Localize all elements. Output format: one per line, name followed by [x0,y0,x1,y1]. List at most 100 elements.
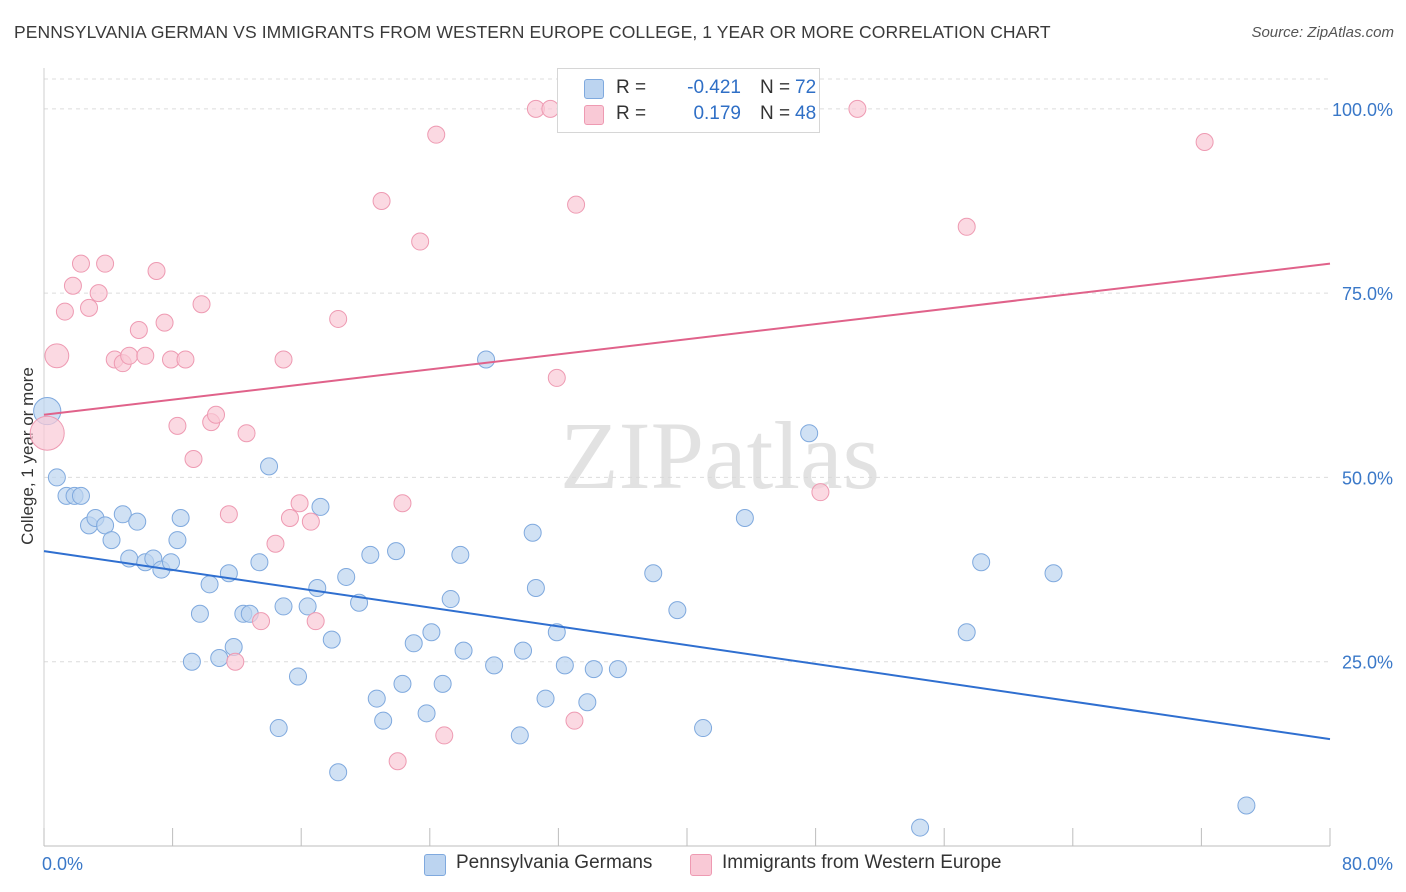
data-point-pink [565,711,584,730]
data-point-blue [288,667,307,686]
data-point-pink [957,217,976,236]
data-point-pink [290,494,309,513]
data-point-pink [71,254,90,273]
legend-r-label: R = [616,77,647,98]
y-tick-label: 25.0% [1342,653,1393,673]
trend-line-pink [43,262,1331,416]
data-point-pink [306,612,325,631]
data-point-blue [71,486,90,505]
data-point-blue [128,512,147,531]
tick-labels: 25.0% 50.0% 75.0% 100.0% 0.0% 80.0% [42,100,1393,874]
data-point-pink [207,405,226,424]
data-point-blue [308,579,327,597]
data-point-blue [477,350,496,369]
data-point-pink [147,262,166,281]
data-point-blue [322,630,341,649]
data-point-blue [514,641,533,660]
data-point-blue [523,523,542,542]
watermark: ZIPatlas [560,402,880,509]
legend-r-label: R = [616,103,647,124]
data-point-blue [171,508,190,527]
data-point-blue [182,652,201,671]
data-point-blue [422,623,441,642]
data-point-blue [485,656,504,675]
data-point-blue [337,567,356,586]
data-point-blue [168,531,187,550]
data-point-pink [388,752,407,771]
data-point-pink [96,254,115,273]
data-point-blue [190,604,209,623]
trend-line-blue [43,550,1331,741]
data-point-blue [547,623,566,642]
data-point-blue [47,468,66,487]
legend-swatch-pink [584,105,604,125]
x-tick-label: 80.0% [1342,854,1393,874]
data-point-blue [578,693,597,712]
data-point-pink [329,309,348,328]
data-point-pink [393,494,412,513]
data-point-blue [441,590,460,609]
data-point-pink [1195,133,1214,152]
y-tick-label: 50.0% [1342,468,1393,488]
data-point-pink [120,346,139,365]
x-tick-label: 0.0% [42,854,83,874]
data-point-blue [404,634,423,653]
data-point-pink [89,284,108,303]
legend-r-value: -0.421 [687,77,741,98]
data-point-pink [252,612,271,631]
data-point-blue [694,719,713,738]
data-point-blue [393,674,412,693]
data-point-blue [536,689,555,708]
data-point-blue [269,719,288,738]
data-point-blue [555,656,574,675]
data-point-pink [567,195,586,214]
data-point-blue [329,763,348,782]
data-point-pink [848,99,867,118]
data-point-blue [911,818,930,837]
legend-n-value: 72 [795,77,817,98]
data-point-blue [957,623,976,642]
data-point-pink [184,450,203,468]
data-point-blue [510,726,529,745]
legend-swatch-pink [690,854,712,876]
data-point-blue [1237,796,1256,815]
data-points [29,99,1256,837]
data-point-blue [298,597,317,616]
data-point-pink [63,276,82,295]
data-point-pink [547,368,566,387]
chart-title: PENNSYLVANIA GERMAN VS IMMIGRANTS FROM W… [14,22,1051,42]
data-point-blue [433,674,452,693]
data-point-blue [451,545,470,564]
data-point-pink [168,416,187,435]
data-point-pink [219,505,238,524]
data-point-pink [266,534,285,553]
legend-swatch-blue [584,79,604,99]
data-point-pink [29,415,65,451]
legend-label: Pennsylvania Germans [456,852,653,873]
data-point-pink [192,295,211,314]
legend-n-value: 48 [795,103,817,124]
data-point-blue [584,660,603,679]
data-point-pink [372,192,391,210]
data-point-blue [800,424,819,443]
data-point-blue [972,553,991,572]
axes [43,68,1331,847]
data-point-pink [435,726,454,745]
data-point-pink [80,298,99,317]
legend-r-value: 0.179 [693,103,741,124]
data-point-blue [367,689,386,708]
data-point-blue [361,545,380,564]
data-point-blue [311,497,330,516]
data-point-blue [608,660,627,679]
data-point-pink [811,483,830,502]
data-point-blue [200,575,219,594]
data-point-pink [155,313,174,332]
data-point-pink [427,125,446,144]
y-tick-label: 75.0% [1342,284,1393,304]
stats-legend: R = -0.421 N = 72 R = 0.179 N = 48 [557,68,820,133]
data-point-blue [113,505,132,524]
legend-swatch-blue [424,854,446,876]
chart-source: Source: ZipAtlas.com [1251,24,1394,41]
data-point-blue [260,457,279,476]
